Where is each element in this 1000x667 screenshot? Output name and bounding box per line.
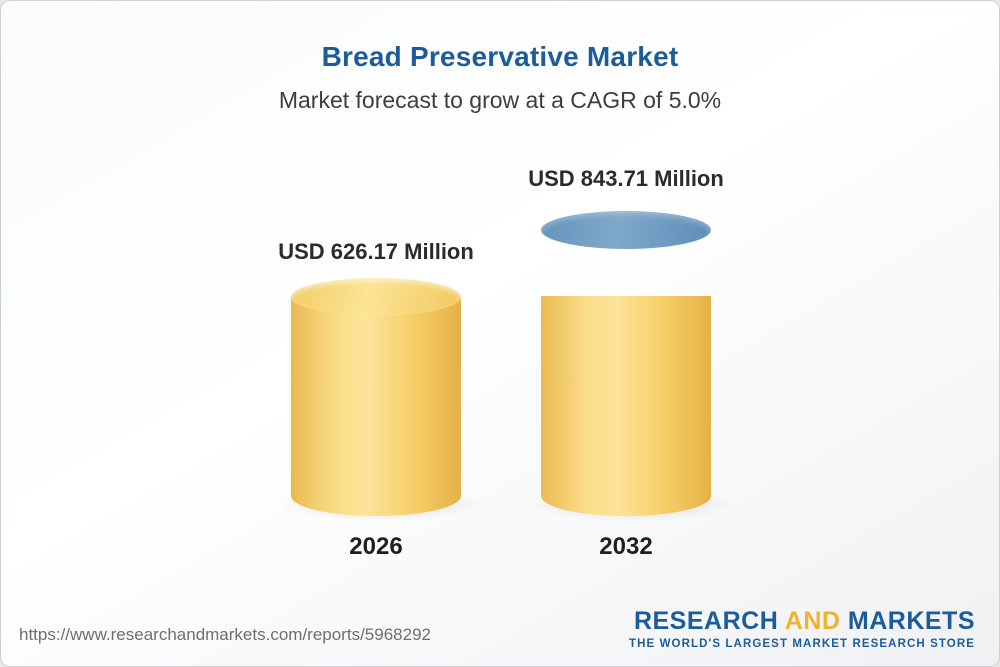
bar-2026-top-ellipse xyxy=(291,278,461,316)
x-axis-label-2026: 2026 xyxy=(349,533,403,560)
x-axis-label-2032: 2032 xyxy=(599,533,653,560)
bar-2032-cylinder xyxy=(541,211,711,516)
value-label-2032: USD 843.71 Million xyxy=(528,166,724,191)
bar-2032-top-ellipse xyxy=(541,211,711,249)
logo-tagline: THE WORLD'S LARGEST MARKET RESEARCH STOR… xyxy=(629,638,975,650)
research-and-markets-logo: RESEARCH AND MARKETS THE WORLD'S LARGEST… xyxy=(629,607,975,650)
bar-2032-base-segment xyxy=(541,296,711,516)
bar-2026-body xyxy=(291,297,461,516)
report-url-link[interactable]: https://www.researchandmarkets.com/repor… xyxy=(19,625,431,644)
logo-word-markets: MARKETS xyxy=(847,607,975,635)
value-label-2026: USD 626.17 Million xyxy=(278,239,474,264)
logo-word-research: RESEARCH xyxy=(633,607,779,635)
bar-2026-cylinder xyxy=(291,278,461,516)
chart-subtitle: Market forecast to grow at a CAGR of 5.0… xyxy=(278,87,722,113)
logo-word-and: AND xyxy=(778,607,848,635)
chart-title: Bread Preservative Market xyxy=(321,41,679,72)
logo-wordmark: RESEARCH AND MARKETS xyxy=(629,607,975,636)
